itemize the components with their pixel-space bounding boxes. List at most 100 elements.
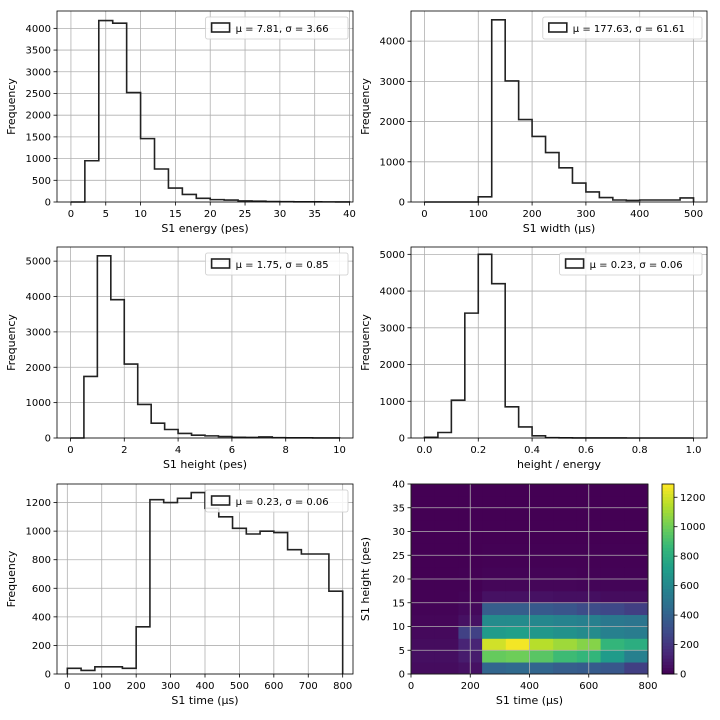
colorbar-segment bbox=[662, 658, 674, 662]
heatmap-cell bbox=[505, 543, 530, 556]
x-tick-label: 600 bbox=[264, 681, 283, 692]
colorbar-segment bbox=[662, 645, 674, 650]
heatmap-cell bbox=[529, 614, 554, 627]
x-axis-label: S1 energy (pes) bbox=[161, 222, 248, 235]
x-axis-label: S1 width (μs) bbox=[523, 222, 596, 235]
heatmap-cell bbox=[529, 662, 554, 675]
colorbar-segment bbox=[662, 651, 674, 656]
heatmap-cell bbox=[553, 543, 578, 556]
heatmap-cell bbox=[600, 590, 625, 604]
histogram-bar bbox=[492, 20, 505, 202]
heatmap-cell bbox=[624, 638, 649, 651]
x-tick-label: 200 bbox=[523, 209, 542, 220]
subplot-1: 0 5 10 15 20 25 30 35 40 0 500 1000 1500 2000 2500 3000… bbox=[5, 10, 356, 235]
heatmap-cell bbox=[505, 614, 530, 627]
x-axis-label: height / energy bbox=[517, 458, 602, 471]
y-tick-label: 2500 bbox=[26, 89, 51, 100]
x-tick-label: 15 bbox=[169, 209, 182, 220]
x-tick-label: 400 bbox=[520, 681, 539, 692]
y-tick-label: 5000 bbox=[26, 257, 51, 268]
axes-frame bbox=[410, 246, 708, 439]
y-tick-label: 0 bbox=[45, 434, 51, 445]
histogram-bar bbox=[505, 407, 518, 438]
colorbar-segment bbox=[662, 566, 674, 570]
x-tick-label: 600 bbox=[579, 681, 598, 692]
x-tick-label: 5 bbox=[103, 209, 109, 220]
heatmap-cell bbox=[482, 638, 507, 651]
heatmap-cell bbox=[434, 638, 459, 651]
colorbar-segment bbox=[662, 664, 674, 669]
y-axis-label: Frequency bbox=[5, 78, 18, 135]
heatmap-cell bbox=[529, 638, 554, 651]
x-tick-label: 10 bbox=[333, 445, 346, 456]
y-tick-label: 4000 bbox=[26, 24, 51, 35]
y-tick-label: 600 bbox=[32, 584, 51, 595]
heatmap-cell bbox=[434, 614, 459, 627]
y-tick-label: 4000 bbox=[26, 292, 51, 303]
histogram-bar bbox=[438, 432, 451, 438]
colorbar-segment bbox=[662, 588, 674, 593]
heatmap-cell bbox=[600, 579, 625, 592]
y-tick-label: 0 bbox=[45, 198, 51, 209]
heatmap-cell bbox=[482, 531, 507, 544]
x-tick-label: 25 bbox=[239, 209, 252, 220]
axes-frame bbox=[56, 246, 354, 439]
y-tick-label: 1000 bbox=[380, 397, 405, 408]
y-axis-label: S1 height (pes) bbox=[359, 537, 372, 621]
colorbar-segment bbox=[662, 528, 674, 532]
heatmap-cell bbox=[600, 507, 625, 521]
x-tick-label: 0 bbox=[408, 681, 414, 692]
colorbar-segment bbox=[662, 537, 674, 542]
colorbar-segment bbox=[662, 607, 674, 612]
heatmap-cell bbox=[482, 590, 507, 604]
heatmap-cell bbox=[434, 567, 459, 580]
colorbar-segment bbox=[662, 582, 674, 586]
x-tick-label: 0 bbox=[421, 209, 427, 220]
heatmap-cell bbox=[482, 650, 507, 663]
histogram-bar bbox=[122, 668, 136, 674]
x-tick-label: 8 bbox=[283, 445, 289, 456]
y-tick-label: 1500 bbox=[26, 132, 51, 143]
heatmap-cell bbox=[553, 507, 578, 521]
legend-box bbox=[205, 252, 349, 276]
heatmap-cell bbox=[434, 626, 459, 639]
histogram-bar bbox=[165, 430, 178, 438]
histogram-bar bbox=[274, 533, 288, 674]
x-tick-label: 2 bbox=[121, 445, 127, 456]
heatmap-cell bbox=[434, 590, 459, 604]
colorbar-segment bbox=[662, 604, 674, 608]
heatmap-cell bbox=[434, 579, 459, 592]
histogram-bar bbox=[465, 313, 478, 438]
heatmap-cell bbox=[600, 567, 625, 580]
y-tick-label: 5000 bbox=[380, 250, 405, 261]
heatmap-cell bbox=[624, 507, 649, 521]
x-tick-label: 500 bbox=[684, 209, 703, 220]
colorbar-segment bbox=[662, 484, 674, 488]
colorbar-segment bbox=[662, 493, 674, 498]
x-tick-label: 0.6 bbox=[578, 445, 594, 456]
heatmap-cell bbox=[529, 650, 554, 663]
x-tick-label: 0 bbox=[68, 209, 74, 220]
x-tick-label: 20 bbox=[204, 209, 217, 220]
heatmap-cell bbox=[411, 531, 436, 544]
y-axis-label: Frequency bbox=[359, 314, 372, 371]
colorbar-segment bbox=[662, 667, 674, 672]
colorbar-segment bbox=[662, 598, 674, 602]
x-tick-label: 800 bbox=[333, 681, 352, 692]
colorbar-segment bbox=[662, 503, 674, 507]
colorbar-segment bbox=[662, 585, 674, 589]
heatmap-cell bbox=[411, 507, 436, 521]
heatmap-cell bbox=[553, 567, 578, 580]
y-tick-label: 20 bbox=[392, 575, 405, 586]
histogram-bar bbox=[97, 256, 110, 438]
heatmap-cell bbox=[505, 579, 530, 592]
legend-label: μ = 7.81, σ = 3.66 bbox=[236, 24, 329, 35]
colorbar-segment bbox=[662, 496, 674, 501]
colorbar-segment bbox=[662, 569, 674, 574]
heatmap-cell bbox=[482, 555, 507, 568]
heatmap-cell bbox=[434, 602, 459, 616]
y-tick-label: 4000 bbox=[380, 287, 405, 298]
histogram-bar bbox=[586, 192, 599, 202]
colorbar-segment bbox=[662, 655, 674, 659]
heatmap-cell bbox=[529, 555, 554, 568]
